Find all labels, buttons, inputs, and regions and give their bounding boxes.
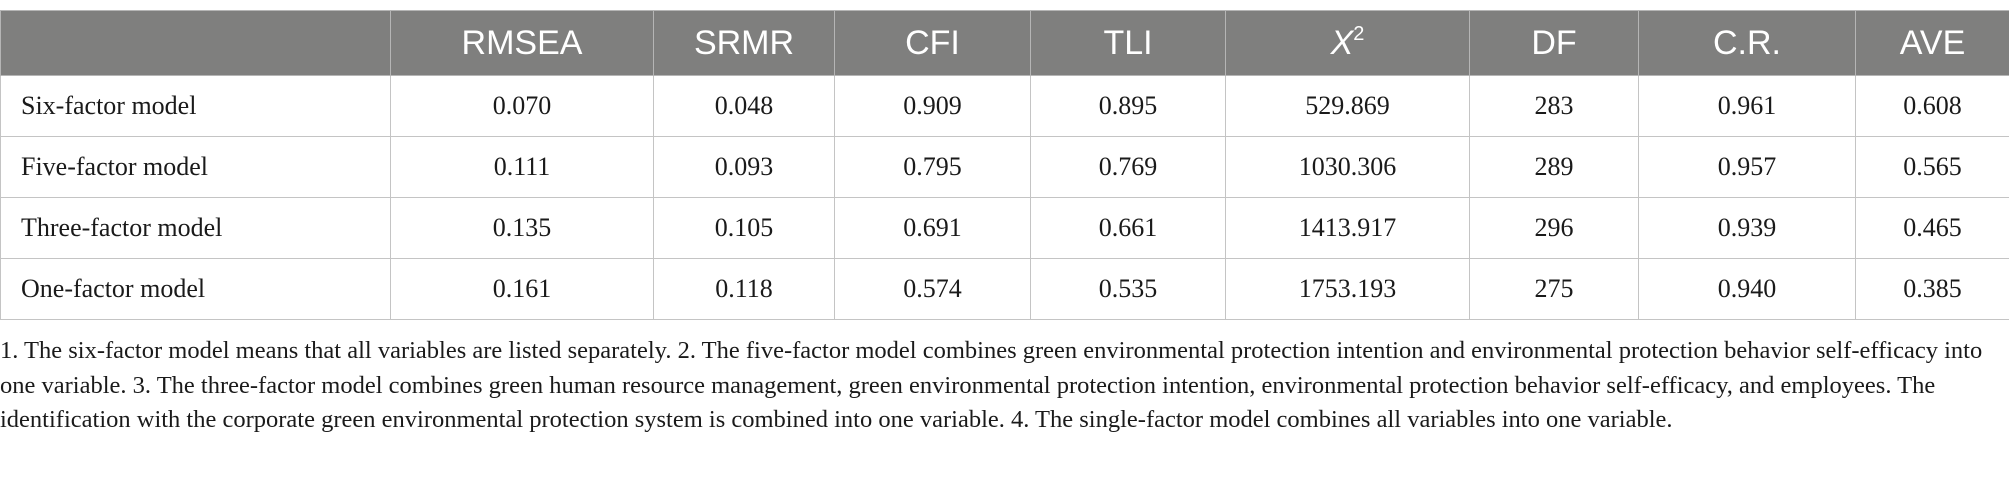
chi-superscript: 2 — [1353, 23, 1365, 45]
cell-tli: 0.535 — [1030, 258, 1226, 320]
row-model-label: One-factor model — [0, 258, 391, 320]
table-header: RMSEA SRMR CFI TLI X2 DF C.R. AVE — [0, 10, 2009, 76]
cell-rmsea: 0.070 — [390, 75, 654, 137]
table-footnote: 1. The six-factor model means that all v… — [0, 337, 1983, 433]
table-row: Three-factor model 0.135 0.105 0.691 0.6… — [0, 197, 2009, 259]
header-df: DF — [1469, 10, 1639, 76]
cell-cr: 0.939 — [1638, 197, 1856, 259]
cell-srmr: 0.048 — [653, 75, 835, 137]
table-row: One-factor model 0.161 0.118 0.574 0.535… — [0, 258, 2009, 320]
header-cfi: CFI — [834, 10, 1031, 76]
cell-chi-square: 1413.917 — [1225, 197, 1470, 259]
row-model-label: Five-factor model — [0, 136, 391, 198]
row-model-label: Six-factor model — [0, 75, 391, 137]
cell-cfi: 0.574 — [834, 258, 1031, 320]
header-row: RMSEA SRMR CFI TLI X2 DF C.R. AVE — [0, 10, 2009, 76]
chi-symbol: X — [1330, 24, 1354, 62]
cell-ave: 0.465 — [1855, 197, 2009, 259]
header-rmsea: RMSEA — [390, 10, 654, 76]
cell-srmr: 0.093 — [653, 136, 835, 198]
table-row: Five-factor model 0.111 0.093 0.795 0.76… — [0, 136, 2009, 198]
cell-cfi: 0.691 — [834, 197, 1031, 259]
cell-cr: 0.940 — [1638, 258, 1856, 320]
cell-cr: 0.961 — [1638, 75, 1856, 137]
cell-chi-square: 1030.306 — [1225, 136, 1470, 198]
cell-srmr: 0.118 — [653, 258, 835, 320]
cell-rmsea: 0.111 — [390, 136, 654, 198]
cell-ave: 0.565 — [1855, 136, 2009, 198]
header-ave: AVE — [1855, 10, 2009, 76]
row-model-label: Three-factor model — [0, 197, 391, 259]
header-chi-square: X2 — [1225, 10, 1470, 76]
cell-ave: 0.385 — [1855, 258, 2009, 320]
table-row: Six-factor model 0.070 0.048 0.909 0.895… — [0, 75, 2009, 137]
cell-ave: 0.608 — [1855, 75, 2009, 137]
header-srmr: SRMR — [653, 10, 835, 76]
cell-df: 289 — [1469, 136, 1639, 198]
header-tli: TLI — [1030, 10, 1226, 76]
cell-chi-square: 529.869 — [1225, 75, 1470, 137]
cell-tli: 0.769 — [1030, 136, 1226, 198]
cell-tli: 0.895 — [1030, 75, 1226, 137]
cell-tli: 0.661 — [1030, 197, 1226, 259]
cell-rmsea: 0.135 — [390, 197, 654, 259]
cell-chi-square: 1753.193 — [1225, 258, 1470, 320]
cell-cr: 0.957 — [1638, 136, 1856, 198]
cell-df: 275 — [1469, 258, 1639, 320]
cell-cfi: 0.909 — [834, 75, 1031, 137]
fit-indices-table-container: RMSEA SRMR CFI TLI X2 DF C.R. AVE Six-fa… — [0, 10, 2009, 320]
header-cr: C.R. — [1638, 10, 1856, 76]
cell-srmr: 0.105 — [653, 197, 835, 259]
cell-df: 283 — [1469, 75, 1639, 137]
fit-indices-table: RMSEA SRMR CFI TLI X2 DF C.R. AVE Six-fa… — [0, 10, 2009, 320]
table-body: Six-factor model 0.070 0.048 0.909 0.895… — [0, 75, 2009, 320]
cell-df: 296 — [1469, 197, 1639, 259]
header-model — [0, 10, 391, 76]
cell-rmsea: 0.161 — [390, 258, 654, 320]
cell-cfi: 0.795 — [834, 136, 1031, 198]
